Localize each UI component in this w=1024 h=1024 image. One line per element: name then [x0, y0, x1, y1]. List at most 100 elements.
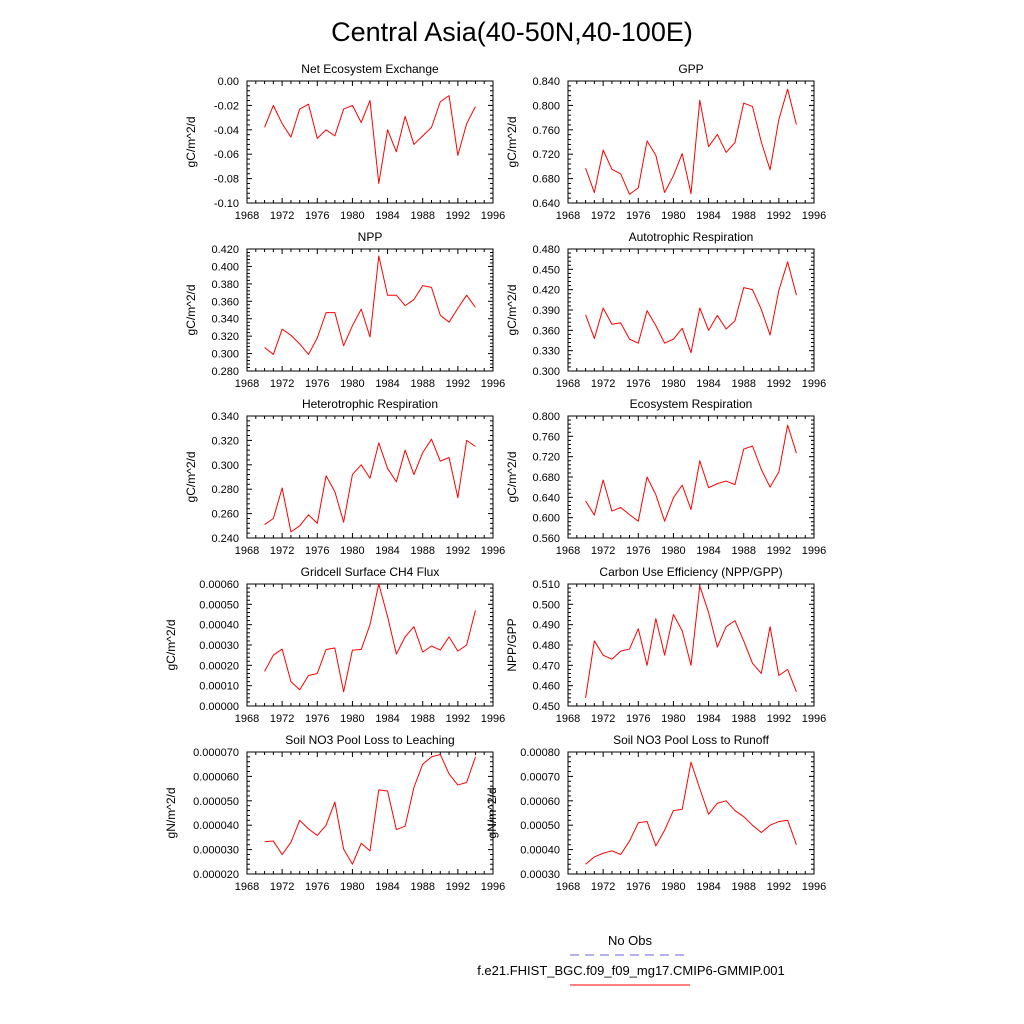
panel-title: Heterotrophic Respiration [302, 397, 438, 411]
y-tick-label: 0.330 [532, 346, 560, 358]
chart-panel: Ecosystem Respiration 1968 1972 1976 1980 198… [505, 397, 826, 557]
x-tick-label: 1980 [661, 713, 685, 725]
y-tick-label: 0.560 [532, 533, 560, 545]
chart-panel: Carbon Use Efficiency (NPP/GPP) 1968 1972 1… [505, 565, 826, 725]
series-line [585, 424, 797, 522]
y-axis-label: gC/m^2/d [184, 285, 198, 336]
y-tick-label: 0.340 [211, 314, 239, 326]
y-tick-label: 0.360 [532, 325, 560, 337]
chart-panel: Soil NO3 Pool Loss to Leaching 1968 1972 19… [164, 733, 505, 893]
x-tick-label: 1976 [626, 545, 650, 557]
x-tick-label: 1984 [375, 713, 399, 725]
y-axis-label: gC/m^2/d [505, 285, 519, 336]
x-tick-label: 1996 [481, 881, 505, 893]
x-tick-label: 1976 [626, 881, 650, 893]
y-tick-label: 0.680 [532, 174, 560, 186]
x-tick-label: 1996 [802, 378, 826, 390]
panel-title: Autotrophic Respiration [629, 230, 754, 244]
chart-panel: Net Ecosystem Exchange 1968 1972 1976 1980 19… [184, 62, 505, 222]
y-tick-label: 0.400 [211, 261, 239, 273]
x-tick-label: 1988 [731, 713, 755, 725]
x-tick-label: 1992 [446, 378, 470, 390]
series-line [585, 585, 797, 698]
y-tick-label: 0.360 [211, 296, 239, 308]
panel-title: Soil NO3 Pool Loss to Leaching [285, 733, 454, 747]
x-tick-label: 1976 [305, 713, 329, 725]
legend-model-label: f.e21.FHIST_BGC.f09_f09_mg17.CMIP6-GMMIP… [477, 963, 785, 978]
x-tick-label: 1996 [802, 545, 826, 557]
y-tick-label: 0.260 [211, 509, 239, 521]
x-tick-label: 1992 [767, 713, 791, 725]
x-tick-label: 1992 [446, 545, 470, 557]
y-tick-label: 0.00000 [199, 701, 239, 713]
y-tick-label: 0.480 [532, 640, 560, 652]
legend: No Obs f.e21.FHIST_BGC.f09_f09_mg17.CMIP… [477, 933, 785, 986]
y-tick-label: -0.04 [214, 125, 239, 137]
x-tick-label: 1996 [481, 378, 505, 390]
y-tick-label: 0.00060 [199, 579, 239, 591]
x-tick-label: 1984 [375, 378, 399, 390]
x-tick-label: 1968 [235, 881, 259, 893]
y-tick-label: 0.640 [532, 492, 560, 504]
x-tick-label: 1976 [305, 210, 329, 222]
x-tick-label: 1968 [556, 713, 580, 725]
panel-title: GPP [678, 62, 703, 76]
x-tick-label: 1980 [340, 881, 364, 893]
x-tick-label: 1972 [270, 713, 294, 725]
y-tick-label: 0.00030 [199, 640, 239, 652]
y-tick-label: 0.000040 [193, 820, 239, 832]
y-tick-label: 0.800 [532, 100, 560, 112]
panel-title: Ecosystem Respiration [630, 397, 753, 411]
y-tick-label: 0.00050 [520, 820, 560, 832]
y-tick-label: 0.00010 [199, 681, 239, 693]
panel-title: NPP [358, 230, 383, 244]
y-tick-label: 0.280 [211, 366, 239, 378]
x-tick-label: 1996 [802, 713, 826, 725]
series-line [264, 583, 476, 693]
y-tick-label: 0.280 [211, 484, 239, 496]
y-tick-label: 0.000060 [193, 771, 239, 783]
x-tick-label: 1984 [375, 545, 399, 557]
x-tick-label: 1996 [481, 545, 505, 557]
series-line [264, 95, 476, 184]
y-tick-label: 0.460 [532, 681, 560, 693]
y-tick-label: 0.000020 [193, 869, 239, 881]
x-tick-label: 1980 [340, 210, 364, 222]
x-tick-label: 1976 [305, 545, 329, 557]
y-tick-label: -0.08 [214, 174, 239, 186]
series-line [264, 753, 476, 865]
series-line [264, 438, 476, 533]
x-tick-label: 1980 [661, 545, 685, 557]
x-tick-label: 1984 [696, 545, 720, 557]
legend-obs-label: No Obs [608, 933, 653, 948]
y-tick-label: 0.640 [532, 198, 560, 210]
x-tick-label: 1996 [802, 210, 826, 222]
y-tick-label: 0.760 [532, 125, 560, 137]
y-tick-label: 0.300 [532, 366, 560, 378]
series-line [264, 255, 476, 355]
x-tick-label: 1980 [661, 378, 685, 390]
x-tick-label: 1972 [591, 713, 615, 725]
figure-title: Central Asia(40-50N,40-100E) [331, 17, 693, 47]
y-tick-label: 0.340 [211, 411, 239, 423]
series-line [585, 88, 797, 195]
x-tick-label: 1996 [481, 210, 505, 222]
x-tick-label: 1988 [731, 210, 755, 222]
x-tick-label: 1980 [661, 881, 685, 893]
x-tick-label: 1984 [696, 378, 720, 390]
x-tick-label: 1968 [235, 545, 259, 557]
x-tick-label: 1968 [556, 378, 580, 390]
y-axis-label: gN/m^2/d [164, 788, 178, 839]
x-tick-label: 1992 [767, 545, 791, 557]
x-tick-label: 1992 [767, 210, 791, 222]
y-tick-label: 0.000050 [193, 796, 239, 808]
y-tick-label: 0.490 [532, 620, 560, 632]
y-tick-label: 0.000070 [193, 747, 239, 759]
y-tick-label: 0.00020 [199, 660, 239, 672]
y-axis-label: gC/m^2/d [505, 117, 519, 168]
x-tick-label: 1972 [591, 210, 615, 222]
y-tick-label: 0.00040 [199, 620, 239, 632]
series-line [585, 261, 797, 354]
y-axis-label: NPP/GPP [505, 618, 519, 671]
